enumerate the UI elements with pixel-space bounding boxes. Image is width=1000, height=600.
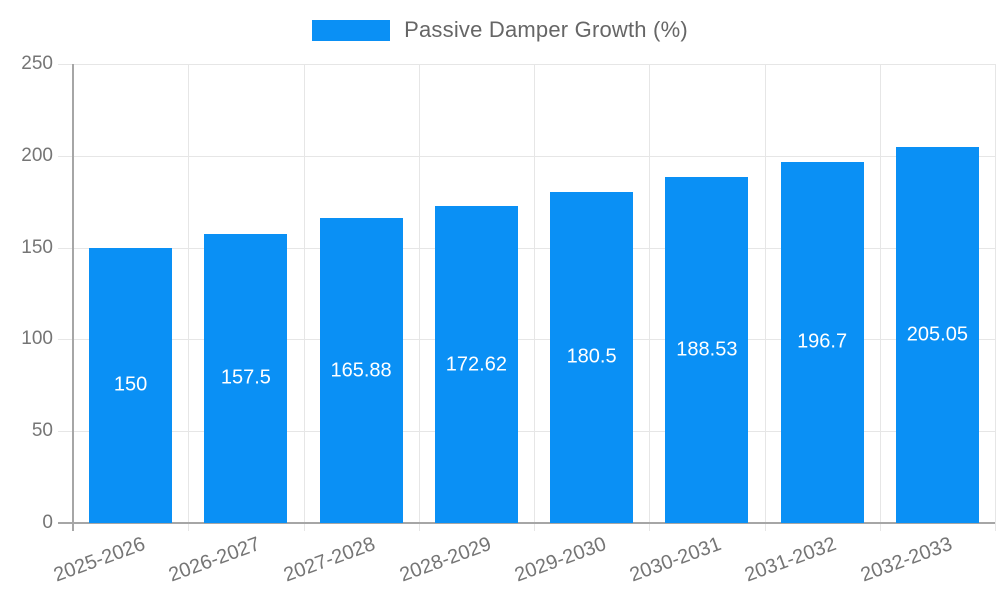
x-grid-line (418, 64, 420, 531)
y-axis-tick-label: 50 (31, 420, 53, 442)
x-grid-line (649, 64, 651, 531)
y-axis-tick-label: 0 (42, 512, 53, 533)
y-axis-tick-label: 150 (21, 236, 53, 258)
y-axis-tick-label: 200 (21, 144, 53, 166)
x-axis-tick-label: 2031-2032 (742, 533, 840, 587)
y-grid-line (58, 431, 995, 433)
x-axis-tick-label: 2030-2031 (627, 533, 725, 587)
x-grid-line (764, 64, 766, 531)
bar-value-label: 188.53 (676, 338, 738, 361)
x-grid-line (534, 64, 535, 531)
y-axis-tick-label: 100 (21, 328, 53, 350)
bar: 180.5 (550, 191, 634, 523)
bar: 205.05 (895, 146, 979, 523)
bar-value-label: 172.62 (445, 353, 507, 376)
bar: 157.5 (204, 233, 288, 523)
bar: 150 (89, 247, 173, 523)
x-axis-tick-label: 2025-2026 (50, 533, 149, 587)
y-grid-line (58, 247, 995, 249)
bar: 188.53 (665, 176, 749, 523)
bar-value-label: 205.05 (906, 323, 968, 346)
x-axis-tick-label: 2032-2033 (857, 533, 955, 587)
x-grid-line (879, 64, 881, 531)
y-axis-tick-label: 250 (21, 53, 53, 74)
x-axis-tick-label: 2026-2027 (166, 533, 264, 587)
bar-value-label: 150 (113, 373, 148, 396)
x-axis-line (58, 522, 995, 524)
x-axis-tick-label: 2028-2029 (396, 533, 494, 587)
y-grid-line (58, 64, 995, 65)
y-grid-line (58, 339, 995, 341)
legend-swatch-icon (312, 19, 391, 41)
bar-value-label: 180.5 (566, 345, 617, 368)
bar-value-label: 165.88 (330, 359, 392, 382)
bar-value-label: 196.7 (797, 330, 848, 353)
x-axis-tick-label: 2029-2030 (511, 533, 610, 587)
x-grid-line (188, 64, 190, 531)
x-grid-line (995, 64, 996, 531)
legend-label: Passive Damper Growth (%) (404, 17, 688, 42)
bar-value-label: 157.5 (220, 366, 271, 389)
chart-legend[interactable]: Passive Damper Growth (%) (0, 17, 1000, 43)
bar: 165.88 (319, 218, 403, 523)
bar: 196.7 (780, 161, 864, 523)
x-grid-line (303, 64, 305, 531)
y-axis-line (72, 64, 74, 531)
x-axis-tick-label: 2027-2028 (281, 533, 379, 587)
bar: 172.62 (434, 206, 518, 523)
y-grid-line (58, 155, 995, 157)
